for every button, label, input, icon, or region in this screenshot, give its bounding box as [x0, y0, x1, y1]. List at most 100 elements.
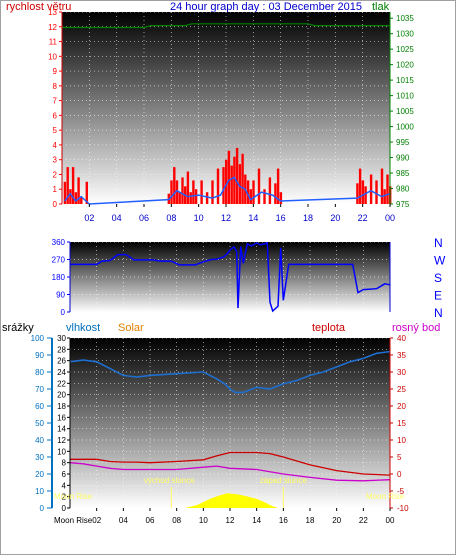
- pressure-y-tick-label: 1025: [396, 45, 414, 54]
- pressure-y-tick-label: 1005: [396, 107, 414, 116]
- pressure-y-tick-label: 1015: [396, 76, 414, 85]
- solar-y-tick-label: 14: [57, 425, 66, 434]
- wind-bar: [66, 167, 69, 204]
- humidity-y-tick-label: 80: [35, 368, 44, 377]
- temperature-y-tick-label: 15: [397, 419, 406, 428]
- solar-y-tick-label: 4: [62, 481, 67, 490]
- wind-bar: [279, 192, 283, 204]
- wind-y-tick-label: 8: [53, 82, 58, 91]
- direction-y-tick-label: 270: [52, 256, 66, 265]
- pressure-y-tick-label: 1010: [396, 92, 414, 101]
- wind-bar: [361, 180, 365, 204]
- wind-bar: [235, 147, 239, 204]
- wind-bar: [74, 192, 78, 204]
- wind-bar: [375, 180, 378, 204]
- compass-label: W: [434, 254, 446, 268]
- wind-bar: [227, 150, 231, 204]
- wind-y-tick-label: 7: [53, 97, 58, 106]
- wind-bar: [274, 183, 277, 204]
- pressure-y-tick-label: 995: [396, 138, 410, 147]
- direction-y-tick-label: 90: [56, 291, 65, 300]
- x-tick-label: 20: [332, 516, 341, 525]
- x-tick-label: 08: [166, 213, 176, 223]
- wind-bar: [369, 174, 373, 204]
- wind-bar: [77, 177, 80, 204]
- wind-bar: [257, 168, 261, 204]
- pressure-y-tick-label: 1035: [396, 14, 414, 23]
- temperature-y-tick-label: 30: [397, 368, 406, 377]
- wind-bar: [246, 180, 250, 204]
- wind-bar: [69, 189, 72, 204]
- x-tick-label: 14: [252, 516, 261, 525]
- humidity-y-tick-label: 90: [35, 351, 44, 360]
- temperature-humidity-panel: srážky vlhkost Solar teplota rosný bod v…: [2, 322, 440, 525]
- wind-bar: [205, 192, 209, 204]
- pressure-y-tick-label: 1020: [396, 61, 414, 70]
- wind-bar: [216, 168, 220, 204]
- x-tick-label: 22: [359, 516, 368, 525]
- wind-bar: [173, 167, 176, 204]
- wind-bar: [225, 159, 228, 204]
- x-tick-label: 18: [303, 213, 313, 223]
- x-tick-label: 04: [112, 213, 122, 223]
- wind-y-tick-label: 0: [53, 200, 58, 209]
- solar-y-tick-label: 28: [57, 345, 66, 354]
- wind-bar: [276, 168, 280, 204]
- rain-label: srážky: [2, 322, 34, 334]
- moonrise-right-label: Moon Rise: [366, 492, 405, 501]
- wind-bar: [175, 180, 179, 204]
- wind-bar: [189, 192, 192, 204]
- direction-y-tick-label: 0: [61, 308, 66, 317]
- wind-bar: [200, 180, 203, 204]
- solar-y-tick-label: 24: [57, 368, 66, 377]
- direction-y-tick-label: 180: [52, 273, 66, 282]
- dewpoint-label: rosný bod: [392, 322, 440, 334]
- humidity-y-tick-label: 10: [35, 487, 44, 496]
- wind-y-tick-label: 6: [53, 111, 58, 120]
- wind-y-tick-label: 5: [53, 126, 58, 135]
- x-tick-label: 14: [248, 213, 258, 223]
- moonrise-x-label: Moon Rise02: [54, 516, 102, 525]
- wind-y-tick-label: 13: [48, 8, 57, 17]
- dewpoint-line: [69, 462, 391, 482]
- temperature-y-tick-label: -10: [397, 504, 409, 513]
- humidity-y-tick-label: 60: [35, 402, 44, 411]
- solar-y-tick-label: 16: [57, 413, 66, 422]
- humidity-y-tick-label: 40: [35, 436, 44, 445]
- solar-y-tick-label: 6: [62, 470, 67, 479]
- temperature-y-tick-label: 20: [397, 402, 406, 411]
- x-tick-label: 10: [194, 213, 204, 223]
- pressure-label: tlak: [372, 1, 390, 13]
- wind-bar: [211, 180, 214, 204]
- temperature-y-tick-label: 0: [397, 470, 402, 479]
- wind-bar: [249, 189, 252, 204]
- x-tick-label: 02: [84, 213, 94, 223]
- temperature-line: [70, 451, 391, 476]
- humidity-y-tick-label: 70: [35, 385, 44, 394]
- solar-y-tick-label: 12: [57, 436, 66, 445]
- humidity-y-tick-label: 30: [35, 453, 44, 462]
- compass-label: S: [434, 271, 442, 285]
- wind-bar: [186, 171, 190, 204]
- compass-label: N: [434, 306, 443, 320]
- wind-y-tick-label: 3: [53, 156, 58, 165]
- wind-y-tick-label: 12: [48, 23, 57, 32]
- wind-bar: [252, 180, 255, 204]
- wind-bar: [71, 167, 75, 204]
- solar-y-tick-label: 8: [62, 459, 67, 468]
- solar-y-tick-label: 26: [57, 357, 66, 366]
- solar-y-tick-label: 0: [62, 504, 67, 513]
- solar-y-tick-label: 30: [57, 334, 66, 343]
- solar-y-tick-label: 22: [57, 379, 66, 388]
- wind-bar: [380, 168, 384, 204]
- wind-y-tick-label: 1: [53, 185, 58, 194]
- pressure-y-tick-label: 1000: [396, 123, 414, 132]
- compass-label: N: [434, 236, 443, 250]
- wind-bar: [85, 181, 88, 204]
- solar-label: Solar: [118, 322, 144, 334]
- x-tick-label: 04: [119, 516, 128, 525]
- wind-bar: [364, 186, 367, 204]
- wind-bar: [241, 153, 244, 204]
- humidity-line: [69, 350, 391, 394]
- x-tick-label: 08: [172, 516, 181, 525]
